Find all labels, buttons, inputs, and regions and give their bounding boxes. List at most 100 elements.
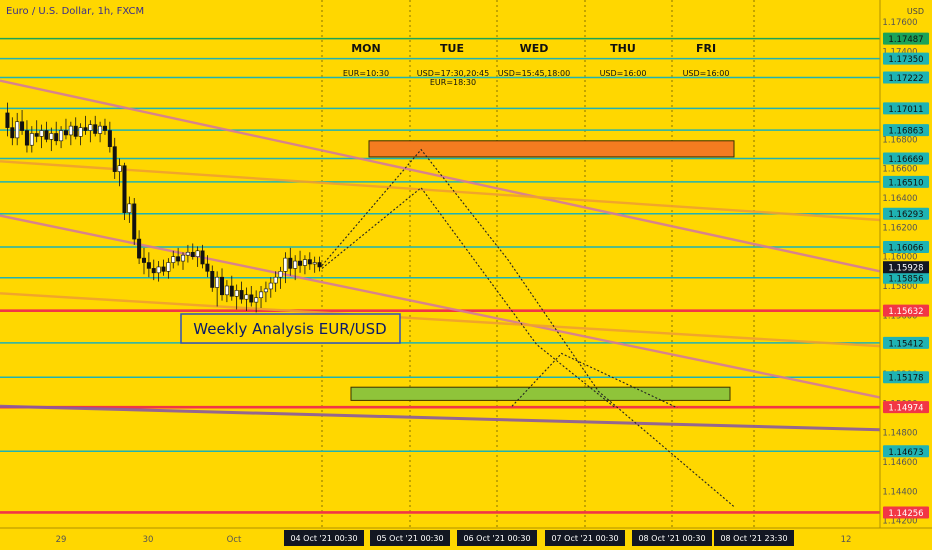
date-box-text: 05 Oct '21 00:30 bbox=[376, 534, 443, 543]
candle-body bbox=[312, 262, 317, 265]
candle-body bbox=[107, 130, 112, 147]
candle bbox=[293, 255, 298, 281]
x-axis-label: 29 bbox=[56, 535, 67, 545]
candle bbox=[254, 290, 259, 313]
date-box-text: 04 Oct '21 00:30 bbox=[290, 534, 357, 543]
price-level-tag-text: 1.16293 bbox=[888, 210, 923, 220]
candle-body bbox=[20, 121, 25, 131]
price-level-tag-box bbox=[883, 71, 929, 84]
candle-body bbox=[5, 112, 10, 128]
candle-body bbox=[220, 276, 225, 296]
price-level-tag-box bbox=[883, 240, 929, 253]
price-level-tag-box bbox=[883, 304, 929, 317]
candle bbox=[122, 162, 127, 220]
candle bbox=[24, 120, 29, 153]
candle-body bbox=[141, 257, 146, 263]
candle bbox=[78, 123, 83, 146]
price-level-tag: 1.17011 bbox=[883, 102, 929, 115]
candle bbox=[29, 126, 34, 153]
price-level-tag-text: 1.16510 bbox=[888, 178, 923, 188]
candle bbox=[98, 121, 103, 143]
price-tick-label: 1.16200 bbox=[882, 223, 917, 233]
candle-body bbox=[181, 254, 186, 262]
candle-body bbox=[73, 125, 78, 137]
candle-body bbox=[273, 276, 278, 284]
day-label: FRI bbox=[696, 42, 716, 55]
candle-body bbox=[185, 251, 190, 256]
candle bbox=[244, 287, 249, 311]
candle bbox=[156, 261, 161, 282]
candle bbox=[195, 246, 200, 267]
candle bbox=[137, 230, 142, 264]
price-level-tag: 1.16669 bbox=[883, 152, 929, 165]
price-tick-label: 1.15800 bbox=[882, 282, 917, 292]
candle-body bbox=[117, 165, 122, 172]
candle-body bbox=[102, 125, 107, 131]
candle bbox=[220, 268, 225, 301]
candle-body bbox=[317, 262, 322, 268]
candle-body bbox=[54, 133, 59, 142]
candle-body bbox=[24, 130, 29, 146]
candle-body bbox=[127, 203, 132, 213]
candle-body bbox=[151, 268, 156, 274]
candle bbox=[185, 244, 190, 263]
date-box-bg bbox=[370, 530, 450, 546]
price-level-tag: 1.15632 bbox=[883, 304, 929, 317]
price-level-tag: 1.15178 bbox=[883, 371, 929, 384]
candle bbox=[151, 259, 156, 281]
candle bbox=[190, 243, 195, 260]
price-tick-label: 1.14400 bbox=[882, 487, 917, 497]
x-axis-label: 30 bbox=[143, 535, 154, 545]
candle bbox=[73, 117, 78, 140]
candle-body bbox=[283, 257, 288, 272]
projection-path bbox=[321, 186, 616, 409]
price-level-tag: 1.15856 bbox=[883, 271, 929, 284]
candle bbox=[39, 124, 44, 149]
candle bbox=[273, 271, 278, 292]
price-level-tag: 1.16293 bbox=[883, 207, 929, 220]
candle bbox=[146, 252, 151, 278]
x-axis-label: Oct bbox=[227, 535, 242, 545]
date-box-bg bbox=[457, 530, 537, 546]
weekly-analysis-label: Weekly Analysis EUR/USD bbox=[180, 313, 401, 344]
candle-body bbox=[176, 256, 181, 262]
candle bbox=[68, 121, 73, 146]
candle-body bbox=[234, 290, 239, 297]
candle bbox=[161, 259, 166, 276]
candle-body bbox=[288, 257, 293, 269]
price-tick-label: 1.16400 bbox=[882, 194, 917, 204]
price-level-tag: 1.14673 bbox=[883, 445, 929, 458]
candle bbox=[302, 255, 307, 275]
day-label: MON bbox=[351, 42, 381, 55]
candle bbox=[268, 277, 273, 298]
price-level-tag-text: 1.14256 bbox=[888, 509, 923, 519]
candle bbox=[239, 281, 244, 304]
candle bbox=[49, 127, 54, 152]
candle-body bbox=[29, 133, 34, 146]
date-box-bg bbox=[284, 530, 364, 546]
price-tick-label: 1.16800 bbox=[882, 135, 917, 145]
chart-symbol-title: Euro / U.S. Dollar, 1h, FXCM bbox=[6, 6, 144, 17]
price-level-tag: 1.17222 bbox=[883, 71, 929, 84]
day-label: THU bbox=[610, 42, 636, 55]
candle bbox=[278, 266, 283, 289]
candle-body bbox=[224, 285, 229, 296]
candle bbox=[141, 247, 146, 275]
day-label: TUE bbox=[440, 42, 464, 55]
current-price-text: 1.15928 bbox=[888, 264, 923, 274]
projection-path bbox=[321, 148, 736, 508]
candle-body bbox=[39, 130, 44, 137]
candle bbox=[5, 102, 10, 137]
candle-body bbox=[146, 262, 151, 269]
candle-body bbox=[244, 294, 249, 300]
price-level-tag: 1.16863 bbox=[883, 124, 929, 137]
date-box-bg bbox=[714, 530, 794, 546]
candle bbox=[224, 280, 229, 303]
candle bbox=[117, 158, 122, 187]
candle bbox=[107, 121, 112, 153]
candle-body bbox=[93, 124, 98, 134]
candle bbox=[132, 198, 137, 245]
x-axis-label: 12 bbox=[841, 535, 852, 545]
